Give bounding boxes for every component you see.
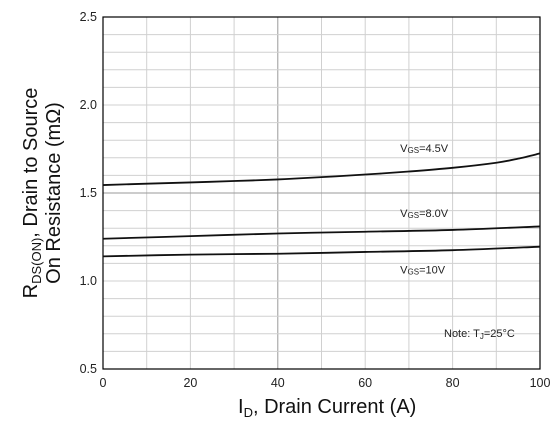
curve-vgs-4-5v — [102, 152, 541, 186]
x-tick-label: 100 — [530, 376, 551, 390]
y-tick-labels: 0.5 1.0 1.5 2.0 2.5 — [80, 10, 97, 376]
label-vgs-10v: VGS=10V — [400, 264, 446, 276]
y-tick-label: 0.5 — [80, 362, 97, 376]
plot-frame — [102, 16, 541, 370]
temperature-note: Note: TJ=25°C — [444, 328, 515, 341]
x-tick-labels: 0 20 40 60 80 100 — [100, 376, 551, 390]
label-vgs-8-0v: VGS=8.0V — [400, 208, 449, 220]
x-tick-label: 20 — [183, 376, 197, 390]
curve-vgs-10v — [102, 245, 541, 258]
y-tick-label: 2.5 — [80, 10, 97, 24]
label-vgs-4-5v: VGS=4.5V — [400, 143, 449, 155]
y-tick-label: 1.0 — [80, 274, 97, 288]
x-tick-label: 80 — [446, 376, 460, 390]
y-axis-title-line1: RDS(ON), Drain to Source — [20, 88, 44, 299]
x-tick-label: 60 — [358, 376, 372, 390]
y-tick-label: 2.0 — [80, 98, 97, 112]
series-curves — [102, 152, 541, 258]
curve-vgs-8-0v — [102, 225, 541, 240]
y-axis-title-line2: On Resistance (mΩ) — [43, 102, 65, 284]
y-tick-label: 1.5 — [80, 186, 97, 200]
x-tick-label: 40 — [271, 376, 285, 390]
series-labels: VGS=4.5V VGS=8.0V VGS=10V — [400, 143, 449, 276]
grid-lines — [103, 17, 540, 369]
x-tick-label: 0 — [100, 376, 107, 390]
x-axis-title: ID, Drain Current (A) — [238, 396, 416, 420]
